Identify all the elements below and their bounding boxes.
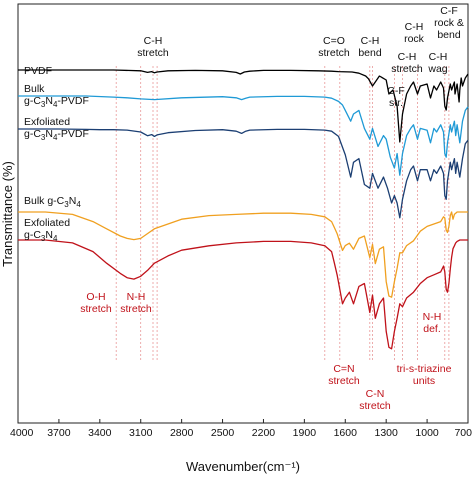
annotation-triazine: units [413, 375, 435, 387]
label-subscript: 4 [53, 100, 58, 109]
x-tick-label: 1000 [415, 427, 439, 439]
series-line-1 [18, 95, 469, 176]
x-tick-label: 2800 [170, 427, 194, 439]
annotation-oh-stretch: O-H [86, 291, 105, 303]
x-tick-label: 2500 [211, 427, 235, 439]
label-subscript: 3 [41, 234, 46, 243]
x-tick-label: 2200 [252, 427, 276, 439]
label-bulk: Bulk g-C3N4 [24, 195, 81, 209]
series-line-0 [18, 69, 469, 143]
annotation-nh-stretch: stretch [120, 303, 152, 315]
annotation-ch-bend: C-H [361, 35, 380, 47]
plot-frame [17, 3, 469, 424]
x-tick-label: 3400 [88, 427, 112, 439]
x-tick-label: 1900 [293, 427, 317, 439]
annotation-ch-wag: wag [427, 63, 447, 75]
annotation-ch-rock: C-H [405, 21, 424, 33]
annotation-ch-stretch-top: C-H [144, 35, 163, 47]
series-line-4 [18, 239, 468, 350]
x-tick-label: 700 [454, 427, 472, 439]
annotation-co-stretch: stretch [318, 47, 350, 59]
label-exf-pvdf-line1: Exfoliated [24, 116, 70, 128]
label-part: g-C [24, 95, 41, 107]
annotation-nh-def: def. [423, 323, 441, 335]
series-line-2 [18, 128, 469, 219]
x-tick-label: 4000 [10, 427, 34, 439]
annotation-ch-stretch-top: stretch [137, 47, 169, 59]
label-part: N [45, 128, 53, 140]
label-exf-pvdf-line2: g-C3N4-PVDF [24, 128, 89, 142]
annotation-ch-wag: C-H [429, 51, 448, 63]
x-tick-label: 3700 [47, 427, 71, 439]
x-axis-title: Wavenumber(cm⁻¹) [186, 459, 300, 474]
y-axis-title: Transmittance (%) [0, 161, 15, 267]
label-bulk-pvdf-line1: Bulk [24, 83, 45, 95]
annotation-cn-double-stretch: stretch [328, 375, 360, 387]
annotation-cf-rock-bend: C-F [440, 5, 458, 17]
annotation-cf-str: str. [389, 97, 403, 109]
label-exf-line2: g-C3N4 [24, 229, 58, 243]
x-axis-ticks: 4000 3700 3400 3100 2800 2500 2200 1900 1600 1300… [10, 419, 472, 439]
annotation-nh-def: N-H [423, 311, 442, 323]
annotation-nh-stretch: N-H [127, 291, 146, 303]
label-part: N [45, 95, 53, 107]
label-part: g-C [24, 229, 41, 241]
annotation-cf-str: C-F [387, 85, 405, 97]
annotation-co-stretch: C=O [323, 35, 345, 47]
annotation-cn-double-stretch: C=N [333, 363, 354, 375]
annotation-oh-stretch: stretch [80, 303, 112, 315]
x-tick-label: 1600 [334, 427, 358, 439]
annotation-cn-stretch: C-N [366, 388, 385, 400]
annotation-ch-bend: bend [358, 47, 382, 59]
x-tick-label: 1300 [375, 427, 399, 439]
label-subscript: 4 [53, 234, 58, 243]
label-part: g-C [24, 128, 41, 140]
reference-lines [115, 66, 450, 360]
label-part: N [45, 229, 53, 241]
series-lines [18, 69, 469, 350]
label-subscript: 3 [41, 100, 46, 109]
annotation-ch-rock: rock [404, 33, 425, 45]
annotation-cf-rock-bend: rock & [434, 17, 464, 29]
label-part: -PVDF [57, 95, 89, 107]
label-part: -PVDF [57, 128, 89, 140]
label-pvdf: PVDF [24, 65, 52, 77]
label-subscript: 3 [41, 133, 46, 142]
annotation-cf-rock-bend: bend [437, 29, 461, 41]
annotation-ch-stretch-right: C-H [398, 51, 417, 63]
series-line-3 [18, 211, 468, 298]
label-subscript: 4 [76, 200, 81, 209]
label-subscript: 3 [64, 200, 69, 209]
label-bulk-pvdf-line2: g-C3N4-PVDF [24, 95, 89, 109]
annotation-cn-stretch: stretch [359, 400, 391, 412]
annotation-ch-stretch-right: stretch [391, 63, 423, 75]
label-part: Bulk g-C [24, 195, 65, 207]
annotation-triazine: tri-s-triazine [397, 363, 452, 375]
x-tick-label: 3100 [129, 427, 153, 439]
label-part: N [69, 195, 77, 207]
label-subscript: 4 [53, 133, 58, 142]
label-exf-line1: Exfoliated [24, 217, 70, 229]
